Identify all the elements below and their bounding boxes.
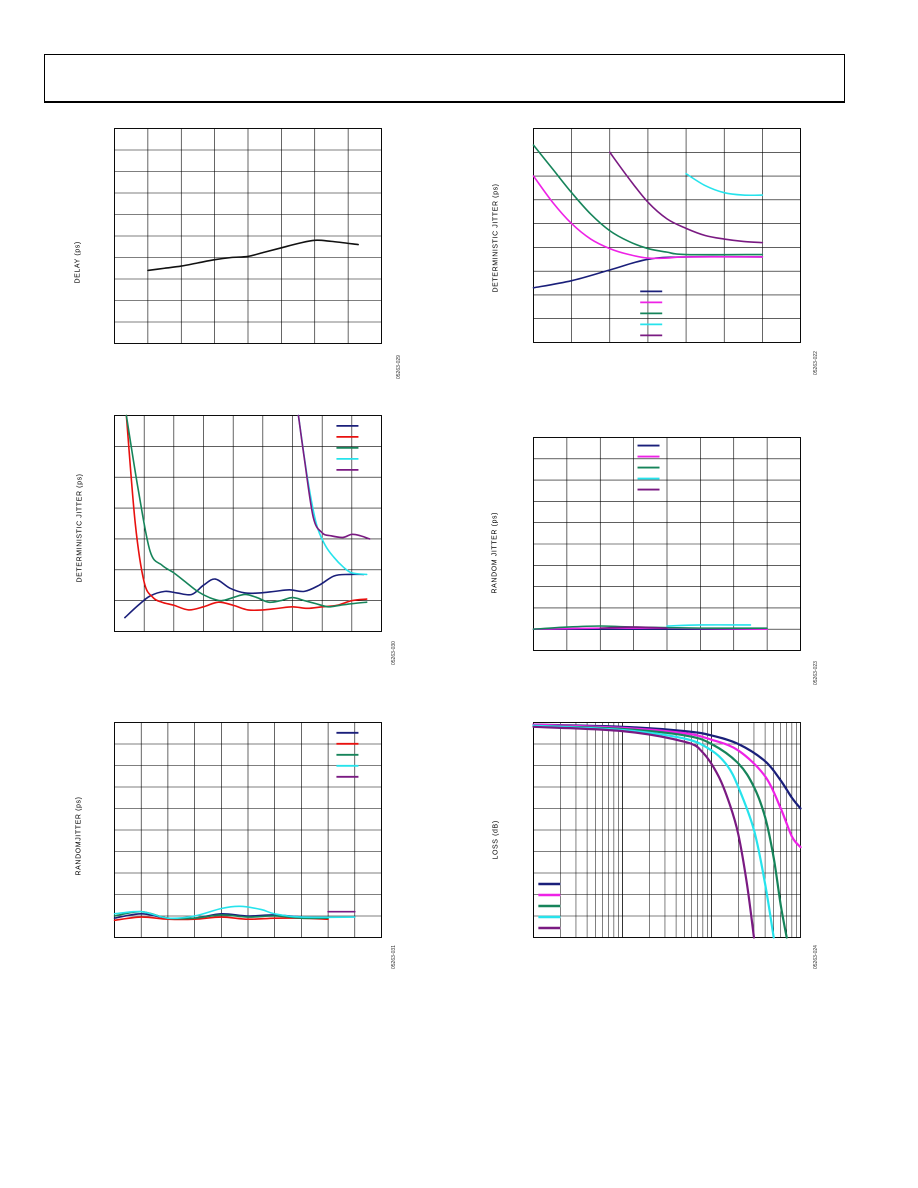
chart5-frame (114, 722, 382, 938)
chart3-series-5-line (297, 414, 371, 540)
chart2-figure-id: 05263-022 (813, 351, 819, 375)
chart3-plot (114, 414, 382, 632)
chart2-frame (533, 128, 801, 343)
chart2-series-3-line (532, 144, 764, 256)
chart6-series-3-line (532, 724, 788, 939)
chart3-series-3-line (125, 414, 368, 608)
chart5-plot (113, 722, 382, 938)
chart2-series-4-line (685, 172, 764, 197)
chart4-ylabel: RANDOM JITTER (ps) (491, 511, 499, 594)
chart2-series-2-line (532, 175, 764, 260)
chart4-series-5-line (599, 626, 668, 629)
chart5-grid (114, 722, 382, 938)
page-header-box (44, 54, 845, 103)
chart6-ylabel: LOSS (dB) (492, 820, 500, 860)
chart4-legend (637, 444, 660, 491)
chart1-series-1-line (147, 239, 359, 272)
chart4-series-3-line (532, 625, 768, 630)
chart2-ylabel: DETERMINISTIC JITTER (ps) (492, 183, 500, 293)
chart1-figure-id: 05263-029 (396, 355, 402, 379)
chart2-plot (532, 128, 801, 343)
chart1-ylabel: DELAY (ps) (74, 241, 82, 284)
chart3-series-2-line (125, 414, 368, 612)
chart6-plot (532, 722, 802, 939)
chart1-frame (114, 128, 382, 344)
chart4-figure-id: 05263-023 (813, 661, 819, 685)
chart3-figure-id: 05263-030 (391, 641, 397, 665)
chart3-frame (114, 415, 382, 632)
chart4-series-4-line (666, 624, 752, 627)
chart3-ylabel: DETERMINISTIC JITTER (ps) (76, 473, 84, 583)
chart6-legend (538, 882, 561, 930)
chart2-legend (640, 290, 663, 337)
chart2-grid (533, 128, 801, 343)
chart2-series-5-line (608, 151, 764, 244)
chart6-series-1-line (532, 723, 802, 810)
chart6-series-4-line (532, 724, 775, 939)
chart3-series-1-line (124, 573, 365, 619)
chart5-legend (336, 731, 359, 778)
chart6-figure-id: 05263-024 (813, 945, 819, 969)
chart5-series-4-line (113, 905, 356, 920)
chart5-ylabel: RANDOMJITTER (ps) (75, 796, 83, 876)
chart6-frame (533, 722, 801, 938)
chart4-plot (532, 437, 801, 651)
chart6-series-2-line (532, 723, 802, 849)
chart5-figure-id: 05263-031 (391, 945, 397, 969)
chart4-frame (533, 437, 801, 651)
chart1-plot (114, 128, 382, 344)
chart3-legend (336, 424, 359, 471)
chart1-grid (114, 128, 382, 344)
chart4-grid (533, 437, 801, 651)
chart6-series-5-line (532, 725, 756, 939)
chart6-grid (533, 722, 801, 938)
